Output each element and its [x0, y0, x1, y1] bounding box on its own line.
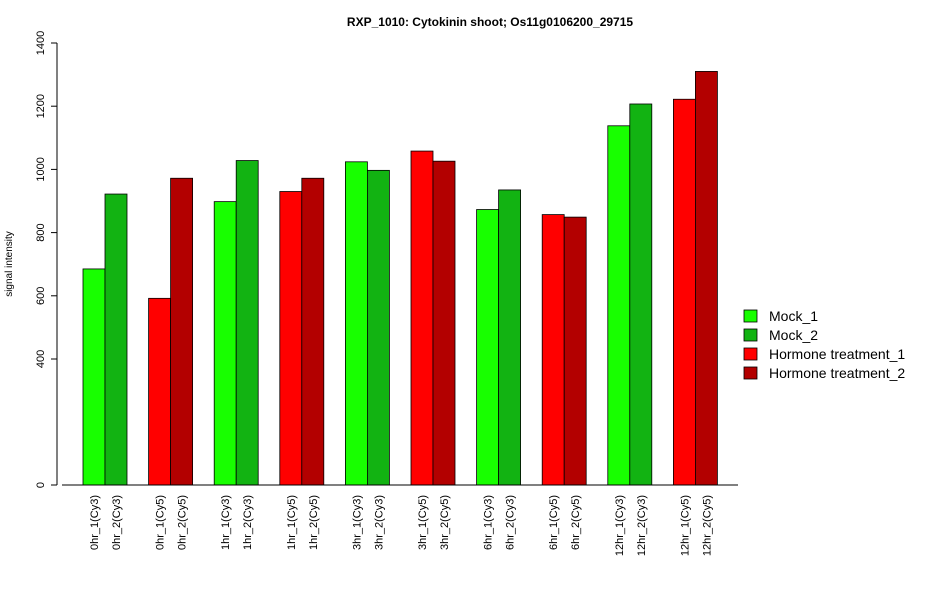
bar [607, 125, 631, 486]
legend-label: Mock_2 [769, 327, 818, 343]
legend-swatch [743, 347, 758, 361]
y-tick-label: 1000 [35, 157, 47, 181]
bar [301, 177, 325, 486]
bar [541, 214, 565, 486]
legend-label: Hormone treatment_1 [769, 346, 905, 362]
y-tick-label: 0 [35, 482, 47, 488]
x-tick-label: 3hr_2(Cy5) [439, 495, 451, 550]
y-axis-label: signal intensity [4, 231, 15, 297]
bars-group [82, 71, 718, 486]
bar [563, 216, 587, 486]
bar [344, 161, 368, 486]
x-tick-label: 12hr_1(Cy3) [614, 495, 626, 556]
bar [170, 177, 194, 486]
legend: Mock_1 Mock_2 Hormone treatment_1 Hormone t… [743, 308, 905, 381]
x-tick-label: 12hr_1(Cy5) [679, 495, 691, 556]
bar [695, 71, 718, 486]
bar [148, 297, 172, 486]
y-tick-label: 400 [35, 350, 47, 368]
x-tick-label: 12hr_2(Cy3) [636, 495, 648, 556]
y-tick-label: 1400 [35, 31, 47, 55]
y-tick-label: 600 [35, 287, 47, 305]
x-tick-label: 3hr_1(Cy3) [351, 495, 363, 550]
bar [279, 191, 303, 486]
x-tick-label: 12hr_2(Cy5) [701, 495, 713, 556]
bar [432, 160, 456, 486]
y-axis: 0 400 600 800 1000 1200 1400 [35, 31, 58, 488]
legend-swatch [743, 309, 758, 323]
bar [673, 98, 696, 486]
x-tick-label: 1hr_2(Cy5) [308, 495, 320, 550]
chart-title: RXP_1010: Cytokinin shoot; Os11g0106200_… [347, 15, 633, 29]
x-tick-label: 6hr_2(Cy5) [570, 495, 582, 550]
bar [213, 201, 237, 486]
x-tick-label: 0hr_2(Cy5) [177, 495, 189, 550]
x-tick-label: 3hr_2(Cy3) [373, 495, 385, 550]
x-tick-label: 6hr_2(Cy3) [505, 495, 517, 550]
bar [629, 103, 653, 486]
x-tick-label: 0hr_2(Cy3) [111, 495, 123, 550]
x-tick-label: 6hr_1(Cy5) [548, 495, 560, 550]
bar [104, 193, 128, 486]
x-tick-label: 1hr_2(Cy3) [242, 495, 254, 550]
bar [366, 169, 390, 486]
y-tick-label: 1200 [35, 94, 47, 118]
legend-label: Mock_1 [769, 308, 818, 324]
x-tick-labels: 0hr_1(Cy3) 0hr_2(Cy3) 0hr_1(Cy5) 0hr_2(Cy5)… [89, 495, 713, 556]
bar [476, 209, 500, 486]
bar [410, 150, 434, 486]
bar [82, 268, 106, 486]
x-tick-label: 0hr_1(Cy3) [89, 495, 101, 550]
x-tick-label: 6hr_1(Cy3) [483, 495, 495, 550]
x-tick-label: 1hr_1(Cy3) [220, 495, 232, 550]
x-tick-label: 1hr_1(Cy5) [286, 495, 298, 550]
bar [498, 189, 522, 486]
x-tick-label: 0hr_1(Cy5) [155, 495, 167, 550]
bar [235, 160, 259, 486]
legend-label: Hormone treatment_2 [769, 365, 905, 381]
x-tick-label: 3hr_1(Cy5) [417, 495, 429, 550]
y-tick-label: 800 [35, 223, 47, 241]
legend-swatch [743, 366, 758, 380]
legend-swatch [743, 328, 758, 342]
